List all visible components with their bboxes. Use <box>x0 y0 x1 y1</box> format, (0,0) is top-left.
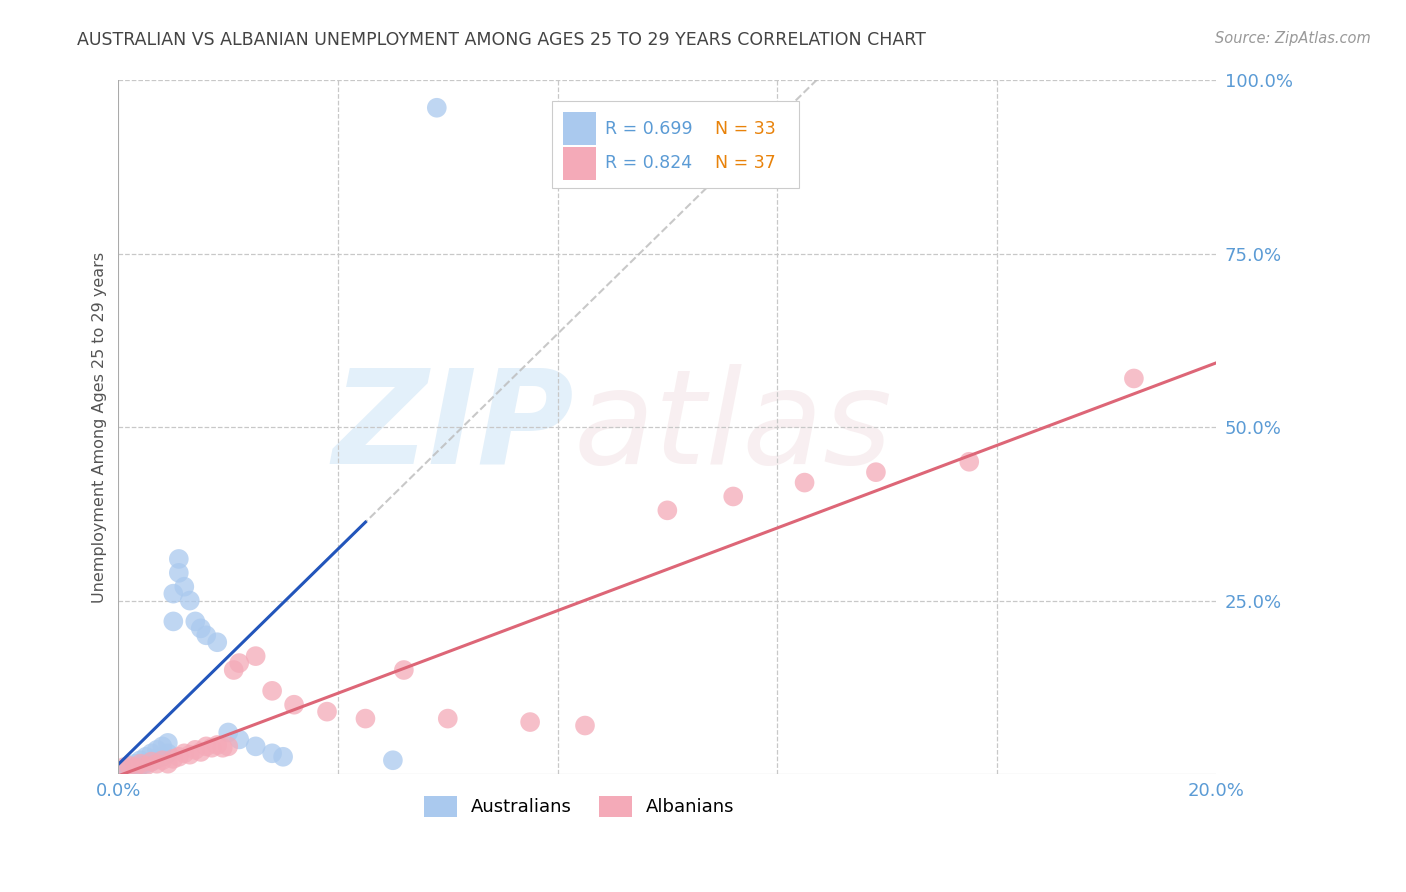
Point <box>190 745 212 759</box>
Point <box>150 739 173 754</box>
Point <box>316 705 339 719</box>
Point <box>118 759 141 773</box>
Point <box>173 747 195 761</box>
Y-axis label: Unemployment Among Ages 25 to 29 years: Unemployment Among Ages 25 to 29 years <box>93 252 107 603</box>
Point <box>129 759 152 773</box>
Point <box>245 649 267 664</box>
Point <box>135 756 157 771</box>
Point <box>436 712 458 726</box>
Point <box>146 743 169 757</box>
Text: atlas: atlas <box>574 364 893 491</box>
Point <box>283 698 305 712</box>
Point <box>190 621 212 635</box>
Point <box>179 747 201 762</box>
Point <box>156 747 179 761</box>
Point <box>262 683 284 698</box>
Point <box>222 663 245 677</box>
Text: ZIP: ZIP <box>332 364 574 491</box>
Text: N = 33: N = 33 <box>714 120 775 137</box>
Point <box>146 756 169 771</box>
Point <box>124 756 146 771</box>
Point <box>228 732 250 747</box>
Text: Source: ZipAtlas.com: Source: ZipAtlas.com <box>1215 31 1371 46</box>
Point <box>865 465 887 479</box>
Point <box>657 503 679 517</box>
Point <box>162 752 184 766</box>
Point <box>519 714 541 729</box>
Point <box>957 455 980 469</box>
Point <box>201 740 224 755</box>
Point <box>156 756 179 771</box>
Point <box>162 615 184 629</box>
Text: R = 0.824: R = 0.824 <box>605 154 692 172</box>
Point <box>162 587 184 601</box>
FancyBboxPatch shape <box>553 101 799 187</box>
Point <box>184 615 207 629</box>
Point <box>184 743 207 757</box>
Point <box>150 749 173 764</box>
Bar <box>562 112 596 145</box>
Text: N = 37: N = 37 <box>714 154 775 172</box>
Point <box>112 764 135 778</box>
Point <box>167 566 190 580</box>
Point <box>118 762 141 776</box>
Point <box>141 747 163 761</box>
Point <box>167 552 190 566</box>
Point <box>426 101 449 115</box>
Point <box>262 747 284 761</box>
Point <box>141 755 163 769</box>
Point <box>793 475 815 490</box>
Point <box>146 752 169 766</box>
Bar <box>562 146 596 180</box>
Point <box>207 738 229 752</box>
Point <box>217 739 239 754</box>
Point <box>129 756 152 771</box>
Point <box>195 628 218 642</box>
Point <box>124 760 146 774</box>
Point <box>392 663 415 677</box>
Text: R = 0.699: R = 0.699 <box>605 120 692 137</box>
Legend: Australians, Albanians: Australians, Albanians <box>418 789 742 824</box>
Point <box>721 490 744 504</box>
Point <box>211 740 233 755</box>
Point <box>173 580 195 594</box>
Point <box>167 749 190 764</box>
Point <box>228 656 250 670</box>
Point <box>217 725 239 739</box>
Point <box>574 718 596 732</box>
Point <box>124 760 146 774</box>
Point <box>245 739 267 754</box>
Point <box>179 593 201 607</box>
Text: AUSTRALIAN VS ALBANIAN UNEMPLOYMENT AMONG AGES 25 TO 29 YEARS CORRELATION CHART: AUSTRALIAN VS ALBANIAN UNEMPLOYMENT AMON… <box>77 31 927 49</box>
Point <box>135 759 157 773</box>
Point <box>112 760 135 774</box>
Point <box>150 753 173 767</box>
Point <box>195 739 218 754</box>
Point <box>141 755 163 769</box>
Point <box>1122 371 1144 385</box>
Point <box>271 749 294 764</box>
Point <box>156 736 179 750</box>
Point <box>129 753 152 767</box>
Point <box>135 749 157 764</box>
Point <box>207 635 229 649</box>
Point <box>354 712 377 726</box>
Point <box>381 753 404 767</box>
